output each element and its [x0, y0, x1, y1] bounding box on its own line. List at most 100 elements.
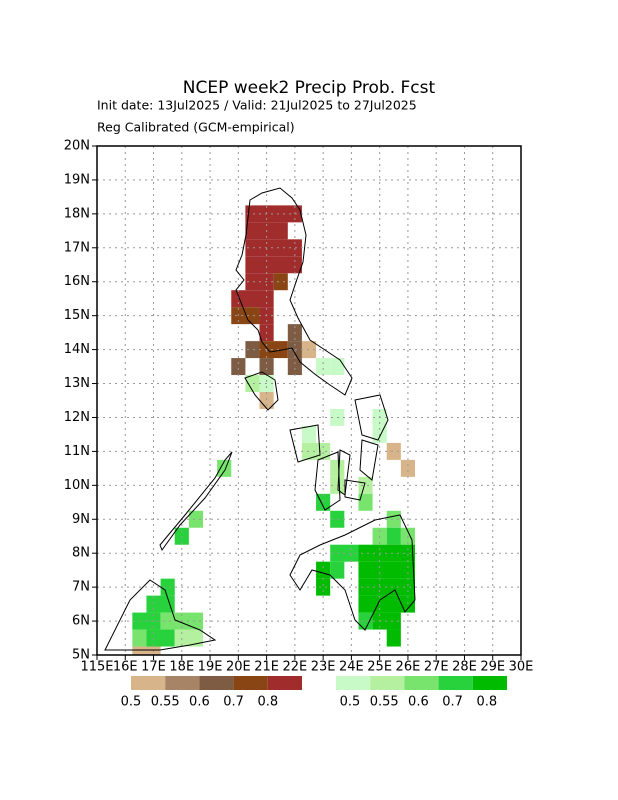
- y-tick-label: 9N: [72, 512, 90, 527]
- y-tick-label: 15N: [64, 308, 90, 323]
- legend-label: 0.7: [223, 695, 244, 710]
- x-tick-label: 18E: [169, 660, 194, 675]
- coastline: [289, 514, 416, 631]
- x-tick-label: 28E: [452, 660, 477, 675]
- x-tick-label: 30E: [509, 660, 534, 675]
- probability-cell: [287, 341, 302, 359]
- probability-cell: [245, 341, 260, 359]
- legend-swatch: [370, 676, 405, 690]
- x-tick-label: 17E: [141, 660, 166, 675]
- x-tick-label: 26E: [396, 660, 421, 675]
- x-tick-label: 115E: [80, 660, 113, 675]
- x-tick-label: 25E: [367, 660, 392, 675]
- subtitle: Reg Calibrated (GCM-empirical): [97, 120, 295, 135]
- x-tick-label: 24E: [339, 660, 364, 675]
- x-tick-label: 29E: [480, 660, 505, 675]
- legend-label: 0.8: [257, 695, 278, 710]
- probability-cell: [330, 358, 345, 376]
- probability-cell: [245, 205, 302, 223]
- probability-cells: [132, 205, 415, 655]
- legend-swatch: [336, 676, 371, 690]
- legend-swatch: [131, 676, 166, 690]
- x-tick-label: 19E: [198, 660, 223, 675]
- legend-label: 0.7: [442, 695, 463, 710]
- probability-cell: [386, 629, 401, 647]
- x-tick-label: 20E: [226, 660, 251, 675]
- probability-cell: [358, 612, 373, 630]
- probability-cell: [316, 493, 331, 511]
- probability-cell: [330, 459, 345, 477]
- legend-label: 0.55: [151, 695, 180, 710]
- y-tick-label: 20N: [64, 139, 90, 154]
- probability-cell: [316, 578, 331, 596]
- coastline: [314, 451, 341, 511]
- legend-swatch: [267, 676, 302, 690]
- y-tick-label: 16N: [64, 274, 90, 289]
- probability-cell: [146, 629, 175, 647]
- coastline: [354, 394, 389, 441]
- probability-cell: [358, 595, 415, 613]
- color-legend: 0.5 0.55 0.6 0.7 0.8 0.5 0.55 0.6 0.7 0.8: [121, 676, 507, 710]
- probability-cell: [386, 442, 401, 460]
- y-tick-label: 7N: [72, 580, 90, 595]
- legend-swatch: [233, 676, 268, 690]
- y-tick-label: 10N: [64, 478, 90, 493]
- legend-label: 0.5: [121, 695, 142, 710]
- coastlines: [104, 187, 416, 651]
- probability-cell: [358, 561, 415, 579]
- coastline: [104, 579, 217, 651]
- y-tick-label: 19N: [64, 172, 90, 187]
- probability-cell: [132, 646, 161, 655]
- coastline: [235, 187, 353, 396]
- y-tick-label: 18N: [64, 206, 90, 221]
- y-tick-label: 5N: [72, 648, 90, 663]
- probability-cell: [231, 358, 246, 376]
- grid: 115E 16E 17E 18E 19E 20E 21E 22E 23E 24E 25E 26E 27E…: [64, 139, 534, 675]
- probability-cell: [386, 527, 401, 545]
- legend-label: 0.8: [476, 695, 497, 710]
- probability-cell: [146, 595, 175, 613]
- legend-swatch: [199, 676, 234, 690]
- probability-cell: [245, 239, 302, 257]
- probability-cell: [188, 510, 203, 528]
- probability-cell: [400, 459, 415, 477]
- legend-label: 0.5: [340, 695, 361, 710]
- probability-cell: [273, 273, 288, 291]
- legend-label: 0.6: [189, 695, 210, 710]
- x-tick-label: 27E: [424, 660, 449, 675]
- y-tick-label: 11N: [64, 444, 90, 459]
- legend-swatch: [472, 676, 507, 690]
- probability-cell: [231, 307, 260, 325]
- coastline: [244, 371, 279, 411]
- probability-cell: [231, 290, 274, 308]
- y-tick-label: 17N: [64, 240, 90, 255]
- legend-label: 0.55: [370, 695, 399, 710]
- probability-cell: [358, 493, 373, 511]
- probability-cell: [132, 629, 147, 647]
- y-tick-label: 12N: [64, 410, 90, 425]
- probability-cell: [245, 256, 302, 274]
- probability-cell: [358, 476, 373, 494]
- probability-cell: [330, 561, 345, 579]
- y-tick-label: 6N: [72, 614, 90, 629]
- subtitle: Init date: 13Jul2025 / Valid: 21Jul2025 …: [97, 98, 417, 113]
- x-tick-label: 16E: [113, 660, 138, 675]
- y-tick-label: 14N: [64, 342, 90, 357]
- x-tick-label: 23E: [311, 660, 336, 675]
- probability-cell: [259, 358, 274, 376]
- probability-cell: [316, 561, 331, 579]
- coastline: [289, 424, 321, 463]
- coastline: [359, 439, 379, 481]
- x-tick-label: 22E: [282, 660, 307, 675]
- legend-swatch: [438, 676, 473, 690]
- probability-cell: [316, 358, 331, 376]
- y-tick-label: 8N: [72, 546, 90, 561]
- plot-frame: [96, 145, 522, 656]
- x-tick-label: 21E: [254, 660, 279, 675]
- legend-swatch: [404, 676, 439, 690]
- coastline: [159, 451, 233, 552]
- chart-title: NCEP week2 Precip Prob. Fcst: [183, 78, 436, 98]
- probability-cell: [174, 629, 203, 647]
- legend-swatch: [165, 676, 200, 690]
